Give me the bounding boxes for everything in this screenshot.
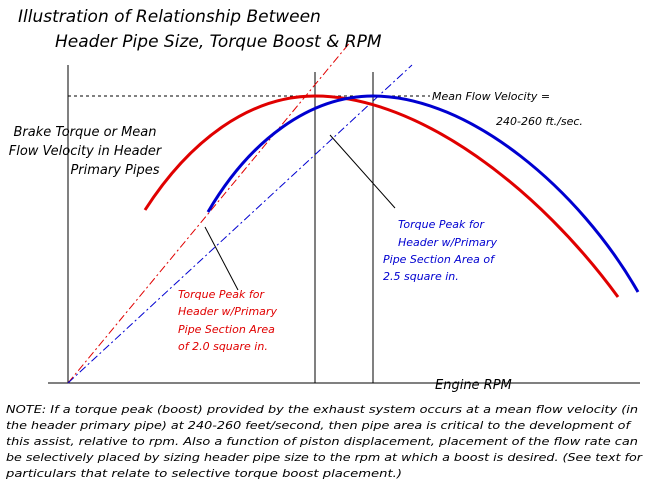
- note: the header primary pipe) at 240-260 feet…: [6, 420, 633, 432]
- blue-dash-line: [67, 64, 413, 384]
- note: NOTE: If a torque peak (boost) provided …: [6, 404, 638, 416]
- y-axis-label: Brake Torque or Mean: [14, 125, 157, 140]
- red-leader: [204, 226, 239, 291]
- y-axis-label: Primary Pipes: [70, 163, 159, 178]
- red-annotation: Torque Peak for: [178, 288, 265, 301]
- x-axis-label: Engine RPM: [435, 378, 512, 393]
- note: this assist, relative to rpm. Also a fun…: [6, 436, 638, 448]
- velocity-label: 240-260 ft./sec.: [496, 115, 583, 128]
- blue-leader: [329, 134, 396, 209]
- red-annotation: of 2.0 square in.: [178, 340, 268, 353]
- blue-annotation: 2.5 square in.: [383, 270, 459, 283]
- note: be selectively placed by sizing header p…: [6, 452, 643, 464]
- blue-annotation: Pipe Section Area of: [383, 253, 496, 266]
- y-axis-label: Flow Velocity in Header: [9, 144, 163, 159]
- blue-annotation: Torque Peak for: [398, 218, 485, 231]
- title: Illustration of Relationship Between: [18, 7, 321, 27]
- blue-curve: [206, 94, 640, 293]
- title: Header Pipe Size, Torque Boost & RPM: [55, 32, 382, 52]
- red-curve: [143, 94, 620, 298]
- red-annotation: Pipe Section Area: [178, 323, 275, 336]
- blue-annotation: Header w/Primary: [398, 236, 497, 249]
- velocity-label: Mean Flow Velocity =: [432, 90, 550, 103]
- note: particulars that relate to selective tor…: [5, 468, 402, 480]
- red-annotation: Header w/Primary: [178, 305, 277, 318]
